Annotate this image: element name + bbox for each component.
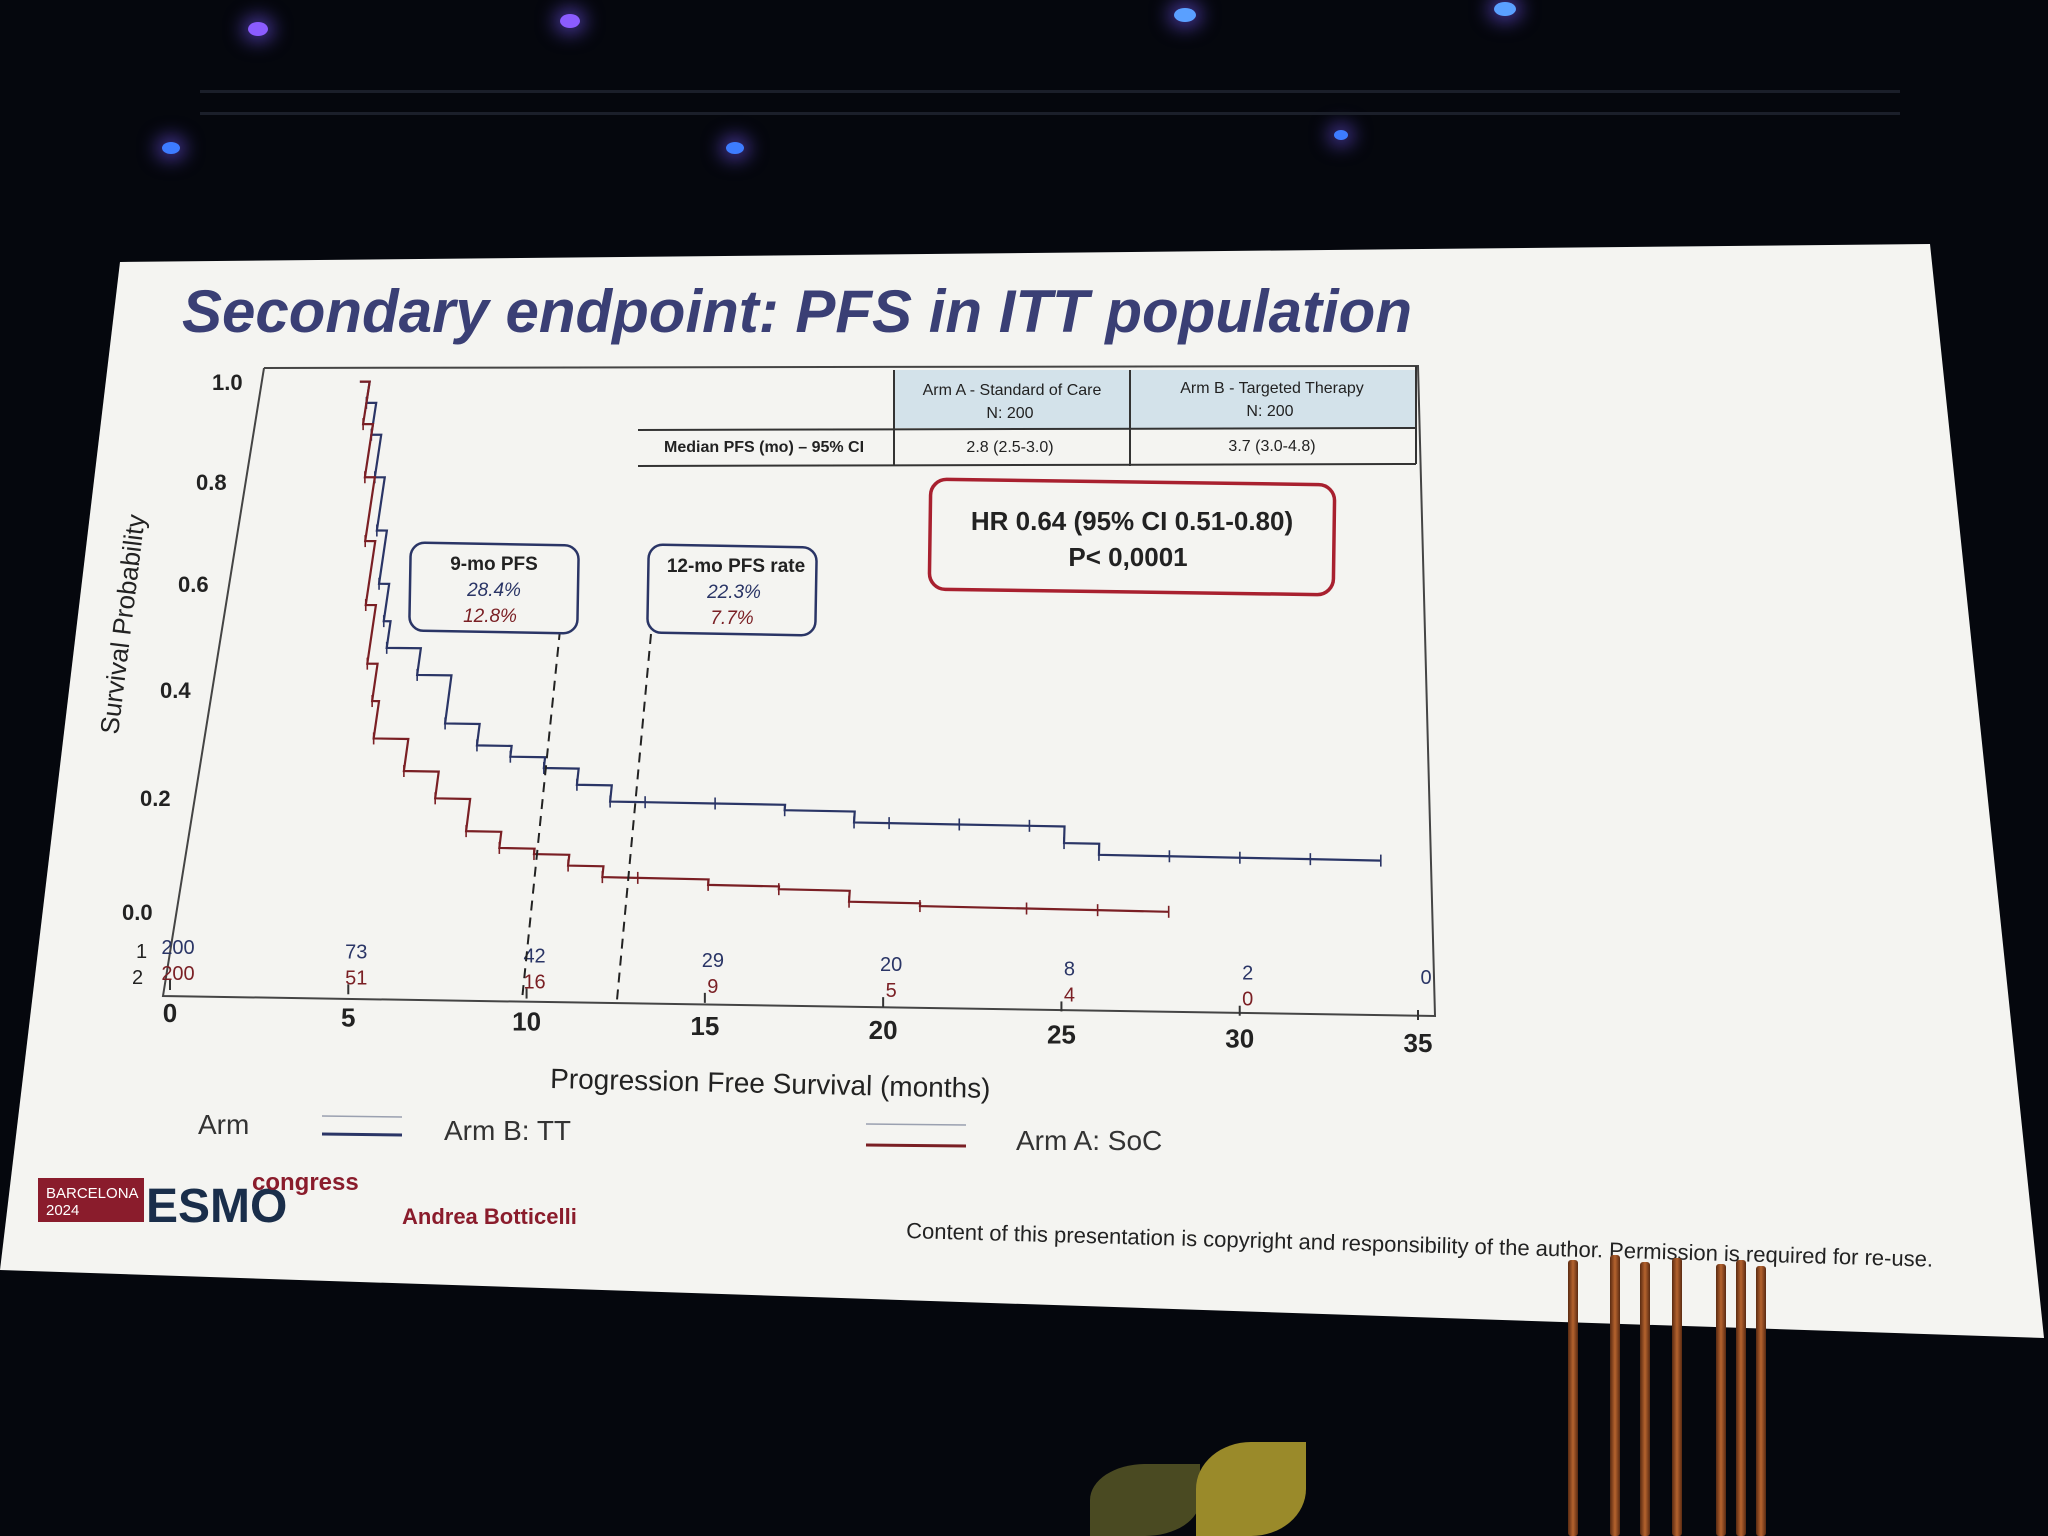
table-cell-arm-a: 2.8 (2.5-3.0)	[966, 439, 1053, 456]
y-tick-label: 0.2	[140, 786, 171, 811]
callout-9mo-box	[408, 541, 580, 635]
lighting-truss	[200, 90, 1900, 93]
plant-leaf	[1090, 1464, 1200, 1536]
at-risk-count: 5	[886, 980, 897, 1002]
bamboo-stalk	[1610, 1255, 1620, 1536]
table-col-b-n: N: 200	[1246, 403, 1293, 420]
y-tick-label: 0.6	[178, 572, 209, 597]
stage-light	[1334, 130, 1348, 140]
x-tick-label: 5	[341, 1002, 355, 1032]
table-row-label: Median PFS (mo) – 95% CI	[664, 439, 864, 456]
author-name: Andrea Botticelli	[402, 1204, 577, 1229]
plant-leaf	[1196, 1442, 1306, 1536]
bamboo-stalk	[1716, 1264, 1726, 1536]
plot-frame	[161, 364, 1437, 1018]
at-risk-count: 73	[345, 941, 367, 963]
stage-light	[162, 142, 180, 154]
y-axis-label: Survival Probability	[94, 513, 151, 736]
at-risk-count: 20	[880, 954, 902, 976]
callout-12mo-title: 12-mo PFS rate	[667, 556, 805, 577]
table-col-a-header: Arm A - Standard of Care	[923, 382, 1102, 399]
at-risk-count: 8	[1064, 958, 1075, 980]
km-curve-arm-a	[359, 380, 1169, 913]
km-curves	[359, 380, 1382, 918]
bamboo-stalk	[1756, 1266, 1766, 1536]
x-axis-label: Progression Free Survival (months)	[550, 1063, 991, 1104]
callout-12mo-arm-b: 22.3%	[706, 582, 761, 603]
stage-light	[1494, 2, 1516, 16]
table-col-a-n: N: 200	[986, 405, 1033, 422]
y-tick-label: 0.8	[196, 470, 227, 495]
stage-light	[726, 142, 744, 154]
km-curve-arm-b	[359, 380, 1381, 862]
at-risk-count: 0	[1242, 989, 1253, 1011]
callout-12mo-box	[646, 543, 818, 637]
y-tick-label: 0.4	[160, 678, 191, 703]
at-risk-count: 16	[523, 972, 545, 994]
at-risk-row-label: 1	[136, 941, 147, 963]
legend: Arm Arm B: TT Arm A: SoC	[198, 1109, 1162, 1156]
lighting-truss	[200, 112, 1900, 115]
legend-label-arm-b: Arm B: TT	[444, 1115, 571, 1146]
ref-line-12mo	[616, 633, 652, 1001]
callout-9mo-arm-a: 12.8%	[463, 606, 517, 627]
x-tick-label: 30	[1225, 1024, 1254, 1054]
x-axis: 0 5 10 15 20 25 30 35	[163, 980, 1433, 1058]
at-risk-count: 0	[1420, 967, 1431, 989]
y-axis: 1.0 0.8 0.6 0.4 0.2 0.0	[122, 370, 243, 925]
hr-value: HR 0.64 (95% CI 0.51-0.80)	[971, 506, 1293, 536]
at-risk-count: 9	[707, 976, 718, 998]
at-risk-count: 200	[161, 963, 194, 985]
table-cell-arm-b: 3.7 (3.0-4.8)	[1228, 438, 1315, 455]
ref-line-9mo	[521, 629, 561, 1001]
x-tick-label: 0	[163, 998, 177, 1028]
x-tick-label: 35	[1404, 1028, 1433, 1058]
p-value: P< 0,0001	[1068, 542, 1187, 572]
legend-swatch-arm-a	[865, 1143, 967, 1148]
stage-light	[560, 14, 580, 28]
stage-light	[248, 22, 268, 36]
y-tick-label: 1.0	[212, 370, 243, 395]
at-risk-count: 2	[1242, 963, 1253, 985]
at-risk-count: 200	[161, 937, 194, 959]
table-col-b-header: Arm B - Targeted Therapy	[1180, 380, 1364, 397]
slide-surface	[0, 244, 2044, 1338]
logo-year: 2024	[46, 1202, 79, 1219]
x-tick-label: 15	[690, 1011, 719, 1041]
y-tick-label: 0.0	[122, 900, 153, 925]
logo-suffix: congress	[252, 1169, 359, 1196]
bamboo-stalk	[1640, 1262, 1650, 1536]
callout-9mo-arm-b: 28.4%	[466, 580, 521, 601]
legend-title: Arm	[198, 1109, 249, 1140]
at-risk-count: 4	[1064, 984, 1075, 1006]
callout-12mo-arm-a: 7.7%	[710, 608, 753, 629]
bamboo-stalk	[1568, 1260, 1578, 1536]
bamboo-stalk	[1672, 1258, 1682, 1536]
x-tick-label: 10	[512, 1007, 541, 1037]
esmo-logo: BARCELONA 2024 ESMO congress	[38, 1169, 359, 1233]
logo-brand: ESMO	[146, 1180, 287, 1233]
logo-city: BARCELONA	[46, 1185, 139, 1202]
x-tick-label: 25	[1047, 1019, 1076, 1049]
at-risk-count: 51	[345, 967, 367, 989]
stage-light	[1174, 8, 1196, 22]
median-pfs-table: Arm A - Standard of Care N: 200 Arm B - …	[637, 366, 1417, 467]
table-header-a	[894, 370, 1130, 428]
legend-label-arm-a: Arm A: SoC	[1016, 1125, 1162, 1156]
x-tick-label: 20	[869, 1015, 898, 1045]
table-header-b	[1130, 370, 1416, 428]
at-risk-count: 29	[702, 950, 724, 972]
at-risk-count: 42	[523, 946, 545, 968]
copyright-notice: Content of this presentation is copyrigh…	[906, 1218, 1934, 1272]
slide-title: Secondary endpoint: PFS in ITT populatio…	[182, 278, 1412, 345]
hr-box	[927, 477, 1337, 597]
legend-swatch-arm-b	[321, 1132, 403, 1137]
bamboo-stalk	[1736, 1260, 1746, 1536]
at-risk-row-label: 2	[132, 967, 143, 989]
callout-9mo-title: 9-mo PFS	[450, 554, 538, 575]
